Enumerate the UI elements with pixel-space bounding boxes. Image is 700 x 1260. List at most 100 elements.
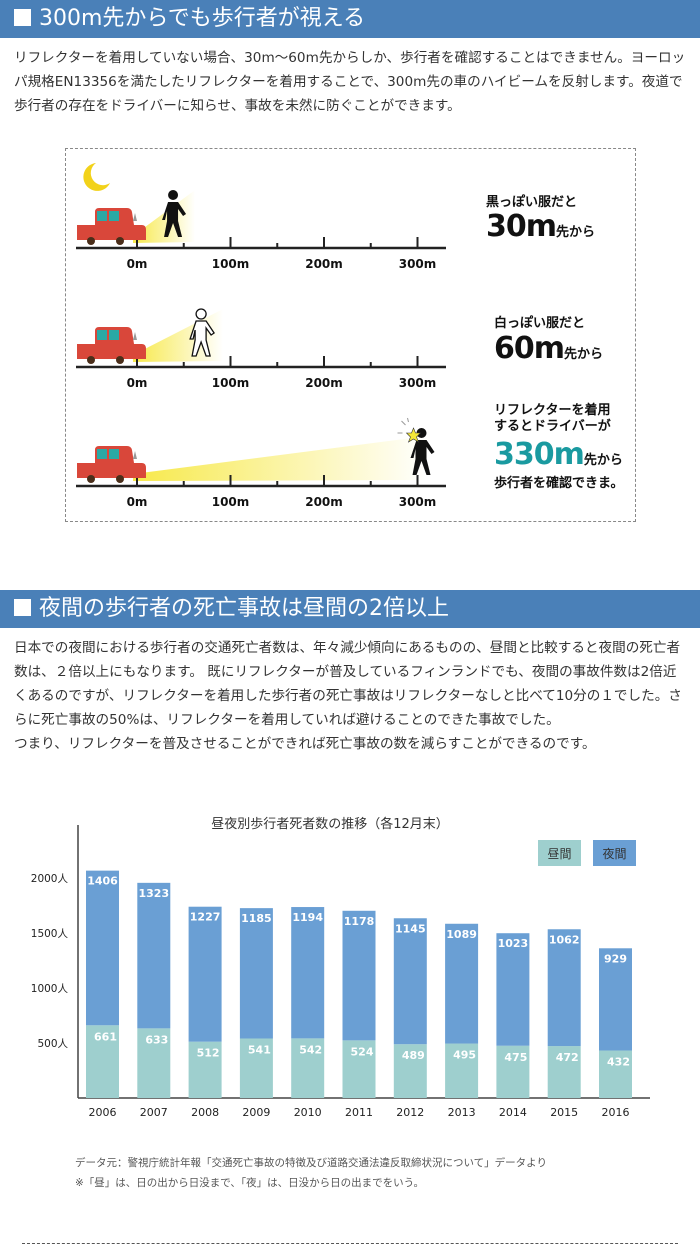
bar-day xyxy=(291,1038,325,1098)
bar-night xyxy=(445,923,479,1044)
bar-day xyxy=(496,1045,530,1098)
legend-label: 昼間 xyxy=(547,847,571,861)
x-tick-label: 2009 xyxy=(242,1106,270,1119)
bar-night xyxy=(239,908,273,1039)
head xyxy=(168,190,179,200)
data-label: 495 xyxy=(453,1049,476,1062)
definition-note: ※「昼」は、日の出から日没まで、「夜」は、日没から日の出までをいう。 xyxy=(75,1177,424,1189)
square-bullet-icon xyxy=(14,9,31,26)
row3-caption-end: 歩行者を確認できま。 xyxy=(494,476,624,491)
car-window xyxy=(109,211,119,221)
bar-night xyxy=(393,918,427,1045)
bar-day xyxy=(342,1040,376,1098)
bar-night xyxy=(86,870,119,1026)
data-label: 1178 xyxy=(344,915,375,928)
pedestrian-icon xyxy=(189,308,216,357)
data-label: 661 xyxy=(94,1030,117,1043)
pedestrian-icon xyxy=(410,428,435,475)
mirror xyxy=(133,213,137,221)
distance-label: 300m xyxy=(399,257,437,271)
headlight-beam xyxy=(133,436,428,481)
intro-paragraph: リフレクターを着用していない場合、30m〜60m先からしか、歩行者を確認すること… xyxy=(14,50,686,114)
car-wheel xyxy=(116,475,124,483)
car-icon xyxy=(77,446,146,483)
section-title: 300m先からでも歩行者が視える xyxy=(39,6,366,31)
mirror xyxy=(133,332,137,340)
data-label: 542 xyxy=(299,1043,322,1056)
mirror xyxy=(133,451,137,459)
row1-caption: 黒っぽい服だと xyxy=(486,195,578,210)
pedestrian-icon xyxy=(162,190,187,237)
bar-day xyxy=(239,1038,273,1098)
car-wheel xyxy=(87,475,95,483)
data-source-note: データ元：警視庁統計年報「交通死亡事故の特徴及び道路交通法違反取締状況について」… xyxy=(75,1157,547,1169)
car-body xyxy=(77,208,146,240)
row3-caption: リフレクターを着用 するとドライバーが xyxy=(494,403,611,434)
head xyxy=(416,428,427,438)
data-label: 489 xyxy=(402,1049,425,1062)
square-bullet-icon xyxy=(14,599,31,616)
car-icon xyxy=(77,208,146,245)
data-label: 524 xyxy=(351,1045,374,1058)
y-tick-label: 2000人 xyxy=(31,873,69,885)
chart-title: 昼夜別歩行者死者数の推移（各12月末） xyxy=(211,816,449,832)
body xyxy=(162,202,187,237)
bar-night xyxy=(342,910,376,1041)
x-tick-label: 2008 xyxy=(191,1106,219,1119)
bar-day xyxy=(188,1041,222,1098)
y-tick-label: 1000人 xyxy=(31,983,69,995)
legend-swatch xyxy=(593,840,636,866)
car-icon xyxy=(77,327,146,364)
distance-label: 100m xyxy=(212,376,250,390)
car-body xyxy=(77,446,146,478)
head xyxy=(195,308,207,320)
x-tick-label: 2010 xyxy=(294,1106,322,1119)
bar-night xyxy=(599,948,632,1051)
body xyxy=(410,440,435,475)
legend-label: 夜間 xyxy=(602,846,626,861)
row2-distance: 60m先から xyxy=(494,331,604,366)
distance-label: 100m xyxy=(212,257,250,271)
data-label: 1145 xyxy=(395,922,426,935)
bar-day xyxy=(86,1025,119,1098)
bar-day xyxy=(547,1046,581,1098)
distance-label: 200m xyxy=(305,495,343,509)
x-tick-label: 2006 xyxy=(89,1106,117,1119)
row1-distance: 30m先から xyxy=(486,209,596,244)
data-label: 512 xyxy=(197,1047,220,1060)
body xyxy=(189,320,216,357)
section-title: 夜間の歩行者の死亡事故は昼間の2倍以上 xyxy=(39,596,449,621)
section-header: 300m先からでも歩行者が視える xyxy=(0,0,700,38)
distance-label: 300m xyxy=(399,495,437,509)
data-label: 929 xyxy=(604,952,627,965)
section-header: 夜間の歩行者の死亡事故は昼間の2倍以上 xyxy=(0,590,700,628)
car-window xyxy=(109,330,119,340)
bar-night xyxy=(496,933,530,1046)
distance-label: 0m xyxy=(127,376,148,390)
row3-distance: 330m先から xyxy=(494,437,623,472)
bar-day xyxy=(393,1044,427,1098)
car-wheel xyxy=(87,356,95,364)
fatalities-chart: 昼夜別歩行者死者数の推移（各12月末） 500人 1000人 1500人 2000人 66… xyxy=(31,816,650,1119)
data-label: 475 xyxy=(504,1051,527,1064)
x-tick-label: 2014 xyxy=(499,1106,527,1119)
diagram-graphic: 0m 100m 200m 300m 0m 100m 200m 300m 0m 100m 200m 30… xyxy=(76,163,446,509)
car-window xyxy=(97,330,107,340)
data-label: 1062 xyxy=(549,933,580,946)
bar-day xyxy=(445,1043,479,1098)
car-wheel xyxy=(87,237,95,245)
bar-night xyxy=(547,929,581,1047)
bar-night xyxy=(291,907,325,1039)
car-window xyxy=(109,449,119,459)
legend-swatch xyxy=(538,840,581,866)
distance-label: 0m xyxy=(127,495,148,509)
x-tick-label: 2013 xyxy=(448,1106,476,1119)
car-wheel xyxy=(116,356,124,364)
distance-label: 200m xyxy=(305,376,343,390)
moon-icon xyxy=(83,163,110,191)
distance-label: 200m xyxy=(305,257,343,271)
distance-label: 100m xyxy=(212,495,250,509)
distance-label: 0m xyxy=(127,257,148,271)
row2-caption: 白っぽい服だと xyxy=(494,316,586,331)
bar-day xyxy=(599,1050,632,1098)
